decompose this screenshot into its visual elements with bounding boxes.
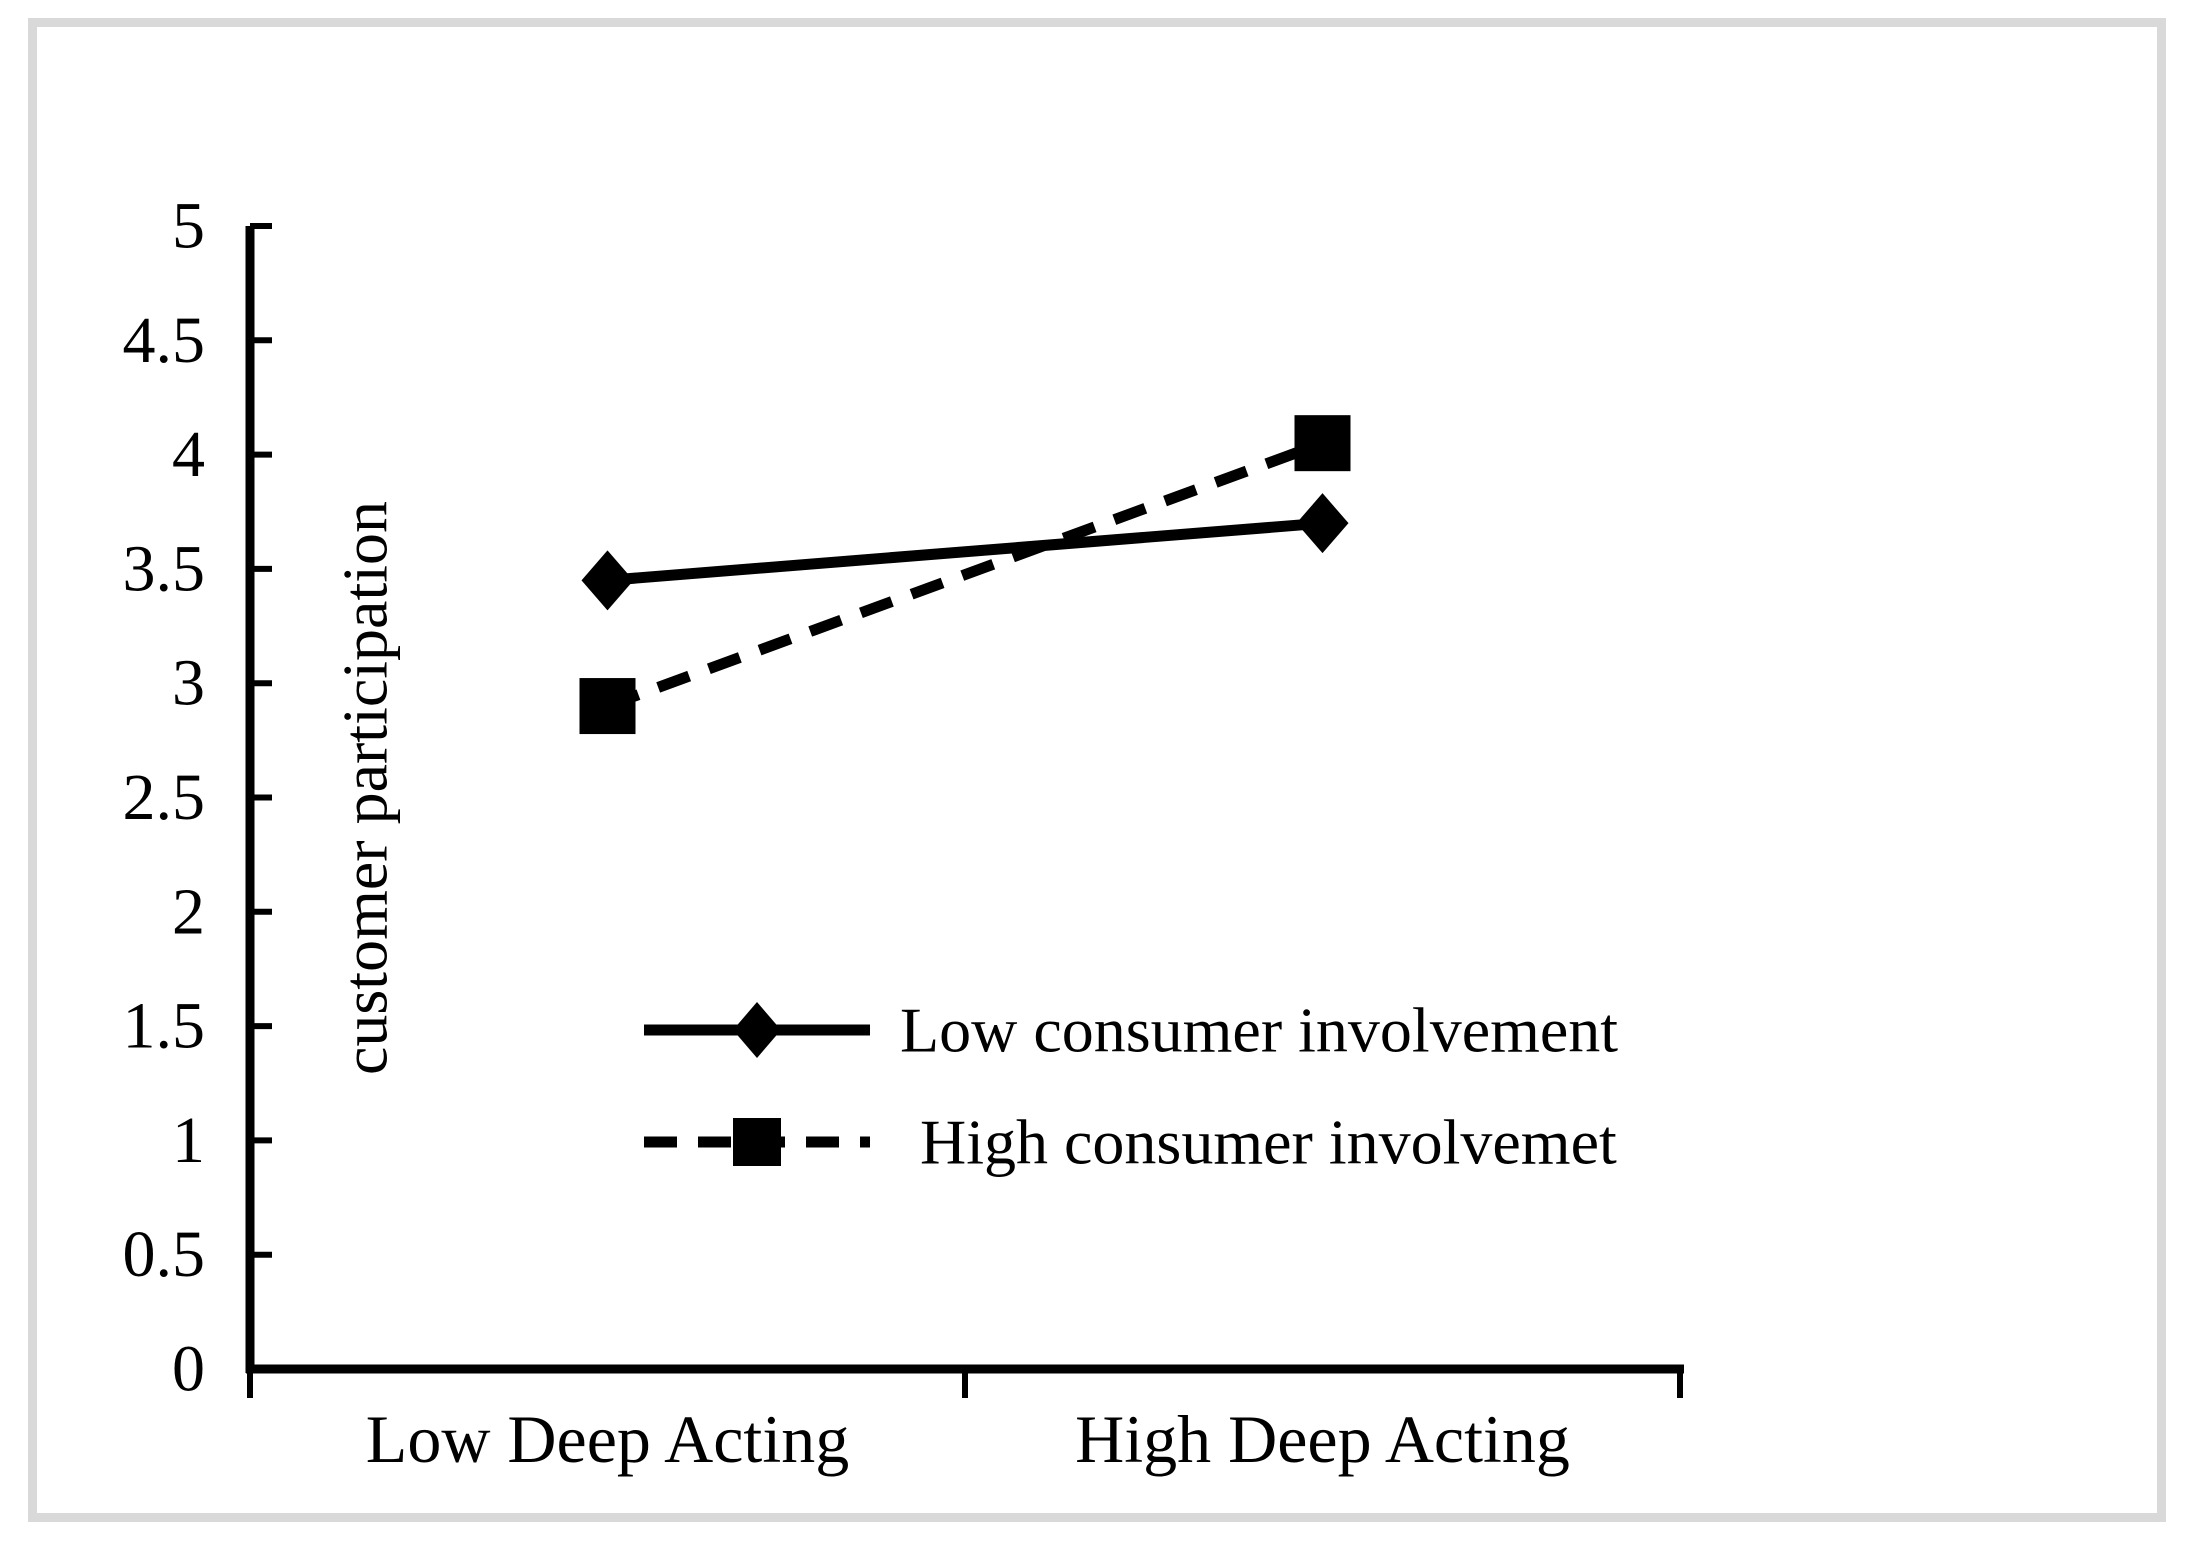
data-series <box>579 415 1351 735</box>
legend: Low consumer involvement High consumer in… <box>644 995 1618 1178</box>
y-tick-label: 0.5 <box>123 1218 206 1291</box>
y-tick-label: 5 <box>172 190 205 263</box>
legend-diamond-marker <box>733 1002 781 1058</box>
y-tick-label: 1 <box>172 1104 205 1177</box>
x-category-label: High Deep Acting <box>1075 1401 1570 1477</box>
y-tick-label: 3.5 <box>123 532 206 605</box>
legend-row: Low consumer involvement <box>644 995 1618 1066</box>
x-category-label: Low Deep Acting <box>366 1401 849 1477</box>
y-tick-label: 2.5 <box>123 761 206 834</box>
series-line-square <box>605 438 1325 712</box>
series-diamond-marker <box>581 550 634 611</box>
series-diamond-marker <box>1296 493 1349 554</box>
axes <box>245 226 1684 1374</box>
series-square-marker <box>579 678 636 735</box>
y-tick-label: 2 <box>172 875 205 948</box>
y-tick-label: 4.5 <box>123 304 206 377</box>
x-axis-category-labels: Low Deep Acting High Deep Acting <box>366 1401 1570 1477</box>
legend-row: High consumer involvemet <box>644 1107 1617 1178</box>
y-axis-ticks: 0 0.5 1 1.5 2 2.5 3 3.5 4 4.5 5 <box>123 190 272 1406</box>
y-tick-label: 1.5 <box>123 990 206 1063</box>
y-tick-label: 3 <box>172 647 205 720</box>
legend-label: Low consumer involvement <box>900 995 1618 1066</box>
x-axis-ticks <box>247 1369 1683 1398</box>
series-square-marker <box>1294 415 1351 472</box>
y-tick-label: 4 <box>172 418 205 491</box>
legend-label: High consumer involvemet <box>920 1107 1617 1178</box>
series-line-diamond <box>607 517 1323 586</box>
legend-square-marker <box>733 1118 781 1166</box>
figure-frame-border <box>28 18 2166 1522</box>
y-axis-title: customer participation <box>330 501 401 1075</box>
y-tick-label: 0 <box>172 1333 205 1406</box>
